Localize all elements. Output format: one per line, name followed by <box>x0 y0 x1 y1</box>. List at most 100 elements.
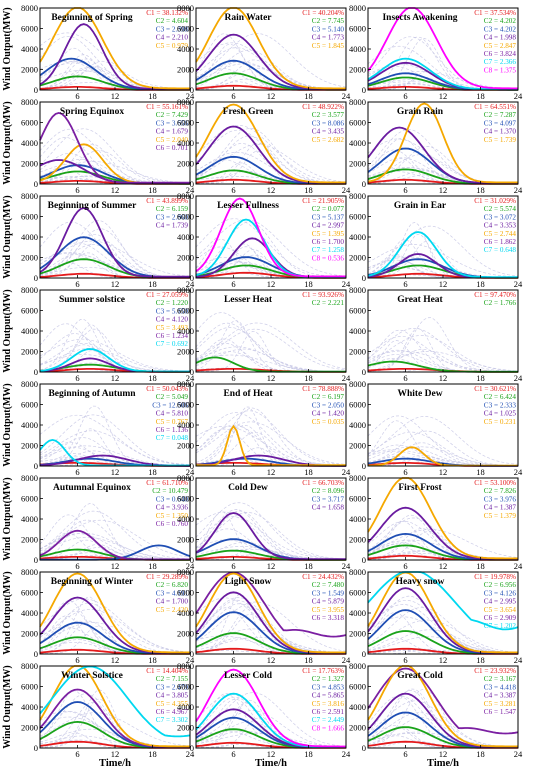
x-tick-label: 24 <box>186 373 195 383</box>
y-tick-label: 0 <box>190 649 194 659</box>
legend-entry-c6: C6 = 0.701 <box>156 144 189 152</box>
legend-entry-c3: C3 = 5.137 <box>312 213 345 221</box>
y-tick-label: 0 <box>34 179 38 189</box>
legend-entry-c3: C3 = 2.398 <box>156 25 189 33</box>
y-tick-label: 6000 <box>177 212 194 222</box>
background-trace <box>195 124 347 183</box>
x-tick-label: 6 <box>75 749 79 759</box>
x-tick-label: 18 <box>304 279 313 289</box>
background-trace <box>195 699 346 748</box>
chart-panel: 0 2000 4000 6000 8000 6 12 18 24 Heavy snow C1 = 1… <box>349 567 523 665</box>
background-trace <box>195 59 346 90</box>
legend-entry-c4: C4 = 1.420 <box>312 410 345 418</box>
legend-entry-c1: C1 = 37.534% <box>474 9 516 17</box>
legend-entry-c7: C7 = 0.048 <box>156 434 189 442</box>
y-tick-label: 6000 <box>177 400 194 410</box>
x-tick-label: 6 <box>231 185 235 195</box>
background-trace <box>367 520 518 560</box>
chart-panel: 0 2000 4000 6000 8000 6 12 18 24 End of Heat C1 = … <box>177 379 351 477</box>
y-tick-label: 4000 <box>349 138 366 148</box>
x-tick-label: 24 <box>186 655 195 665</box>
y-tick-label: 8000 <box>177 191 194 201</box>
chart-panel: 0 2000 4000 6000 8000 6 12 18 24 Light Snow C1 = 2… <box>177 567 351 665</box>
x-tick-label: 18 <box>148 749 157 759</box>
legend-entry-c2: C2 = 6.820 <box>156 581 189 589</box>
series-line-c4 <box>195 512 346 560</box>
background-trace <box>367 336 518 372</box>
y-tick-label: 6000 <box>177 306 194 316</box>
background-trace <box>195 407 347 466</box>
series-line-c5 <box>195 572 346 654</box>
legend-entry-c3: C3 = 8.086 <box>312 119 345 127</box>
y-tick-label: 4000 <box>349 702 366 712</box>
y-tick-label: 2000 <box>177 629 194 639</box>
y-tick-label: 6000 <box>177 494 194 504</box>
legend-entry-c1: C1 = 40.204% <box>302 9 344 17</box>
legend-entry-c2: C2 = 1.766 <box>484 299 517 307</box>
y-tick-label: 6000 <box>349 24 366 34</box>
panel-title: Lesser Heat <box>224 295 273 305</box>
legend-entry-c1: C1 = 66.703% <box>302 479 344 487</box>
y-tick-label: 4000 <box>21 326 38 336</box>
chart-panel: 0 2000 4000 6000 8000 6 12 18 24 Lesser Cold C1 = … <box>177 661 351 769</box>
legend-entry-c3: C3 = 1.549 <box>312 589 345 597</box>
legend-entry-c1: C1 = 61.710% <box>146 479 188 487</box>
y-tick-label: 0 <box>34 555 38 565</box>
y-tick-label: 0 <box>190 179 194 189</box>
x-tick-label: 6 <box>403 91 407 101</box>
background-trace <box>195 511 346 560</box>
legend-entry-c1: C1 = 50.043% <box>146 385 188 393</box>
y-tick-label: 2000 <box>349 347 366 357</box>
background-trace <box>195 260 346 279</box>
legend-entry-c3: C3 = 4.202 <box>484 25 517 33</box>
y-tick-label: 6000 <box>21 306 38 316</box>
x-tick-label: 6 <box>403 279 407 289</box>
x-tick-label: 18 <box>476 91 485 101</box>
y-tick-label: 8000 <box>21 285 38 295</box>
legend-entry-c2: C2 = 7.480 <box>312 581 345 589</box>
panel-title: Light Snow <box>225 577 272 587</box>
background-trace <box>39 536 190 560</box>
chart-panel: 0 2000 4000 6000 8000 6 12 18 24 Lesser Heat C1 = … <box>177 285 351 383</box>
y-tick-label: 4000 <box>177 514 194 524</box>
background-trace <box>367 340 518 372</box>
x-tick-label: 12 <box>267 561 276 571</box>
background-trace <box>367 317 518 372</box>
x-tick-label: 24 <box>514 655 523 665</box>
legend-entry-c1: C1 = 29.289% <box>146 573 188 581</box>
x-tick-label: 12 <box>267 655 276 665</box>
y-tick-label: 4000 <box>177 608 194 618</box>
y-tick-label: 4000 <box>21 232 38 242</box>
y-tick-label: 4000 <box>21 702 38 712</box>
legend-entry-c3: C3 = 2.479 <box>156 683 189 691</box>
y-tick-label: 8000 <box>21 567 38 577</box>
y-tick-label: 8000 <box>177 285 194 295</box>
series-line-c5 <box>195 7 346 90</box>
x-tick-label: 12 <box>439 185 448 195</box>
legend-entry-c3: C3 = 5.150 <box>156 307 189 315</box>
legend-entry-c3: C3 = 12.506 <box>152 401 188 409</box>
background-trace <box>39 405 190 466</box>
legend-entry-c7: C7 = 0.648 <box>484 246 517 254</box>
x-tick-label: 12 <box>267 373 276 383</box>
x-tick-label: 18 <box>148 185 157 195</box>
panel-title: White Dew <box>397 389 442 399</box>
chart-panel: 0 2000 4000 6000 8000 6 12 18 24 Grain Rain C1 = 6… <box>349 97 523 195</box>
y-axis-label: Wind Output(MW) <box>2 289 13 372</box>
legend-entry-c7: C7 = 2.366 <box>484 58 517 66</box>
x-tick-label: 12 <box>111 655 120 665</box>
x-tick-label: 24 <box>342 749 351 759</box>
x-tick-label: 18 <box>476 467 485 477</box>
legend-entry-c3: C3 = 3.072 <box>484 213 517 221</box>
legend-entry-c3: C3 = 4.853 <box>312 683 345 691</box>
y-tick-label: 0 <box>362 273 366 283</box>
series-line-c8 <box>195 197 346 278</box>
x-tick-label: 12 <box>439 561 448 571</box>
chart-panel: 0 2000 4000 6000 8000 Wind Output(MW) 6 12 18 24 S… <box>2 285 195 383</box>
chart-panel: 0 2000 4000 6000 8000 Wind Output(MW) 6 12 18 24 W… <box>2 661 195 769</box>
y-tick-label: 6000 <box>177 588 194 598</box>
x-tick-label: 24 <box>514 561 523 571</box>
y-axis-label: Wind Output(MW) <box>2 7 13 90</box>
legend-entry-c3: C3 = 4.126 <box>484 589 517 597</box>
